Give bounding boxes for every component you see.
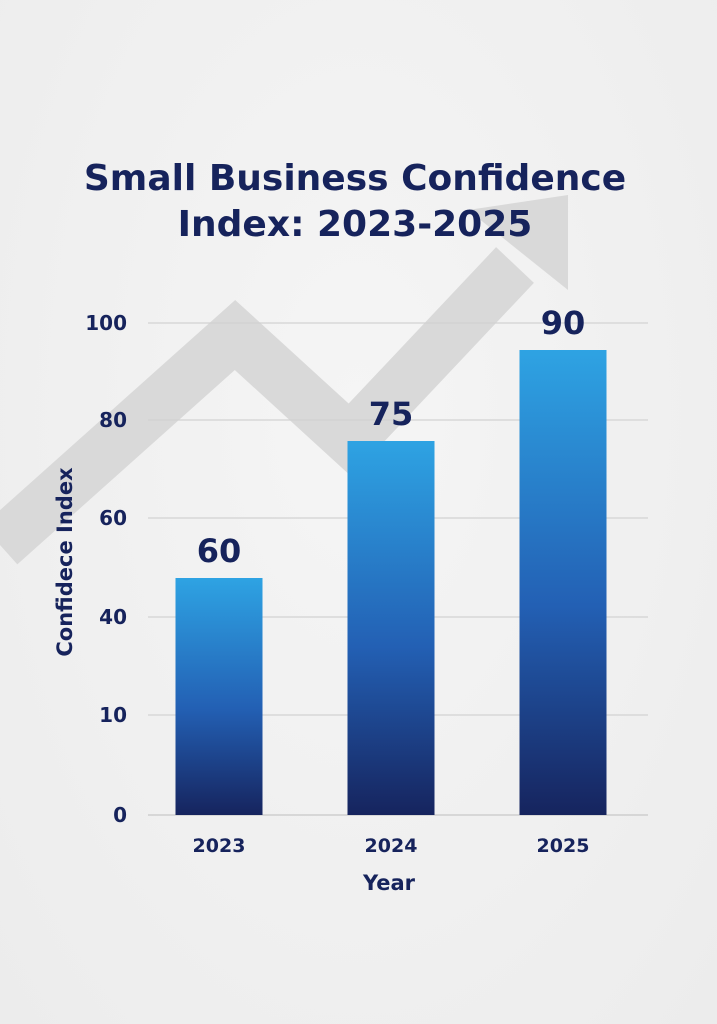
y-tick-label: 10 — [99, 703, 127, 727]
bar-2023 — [175, 578, 263, 815]
y-axis-ticks: 0 10 40 60 80 100 — [85, 311, 127, 827]
bar-2024 — [347, 441, 435, 815]
y-tick-label: 100 — [85, 311, 127, 335]
y-tick-label: 0 — [113, 803, 127, 827]
trend-arrow-shaft — [0, 247, 534, 565]
bars — [175, 350, 607, 815]
data-labels: 60 75 90 — [197, 304, 586, 570]
chart-title-line-1: Small Business Confidence — [84, 158, 626, 199]
x-tick-label-2025: 2025 — [537, 835, 590, 857]
trend-arrow-decoration — [0, 195, 568, 565]
x-tick-label-2023: 2023 — [193, 835, 246, 857]
bar-2025 — [519, 350, 607, 815]
y-tick-label: 40 — [99, 605, 127, 629]
data-label-2023: 60 — [197, 532, 242, 570]
data-label-2024: 75 — [369, 395, 414, 433]
y-tick-label: 60 — [99, 506, 127, 530]
chart-title-line-2: Index: 2023-2025 — [178, 204, 533, 245]
data-label-2025: 90 — [541, 304, 586, 342]
x-axis-ticks: 2023 2024 2025 — [193, 835, 590, 857]
y-axis-label: Confidece Index — [53, 467, 77, 657]
y-tick-label: 80 — [99, 408, 127, 432]
x-axis-label: Year — [362, 871, 416, 895]
trend-arrow-head — [468, 195, 568, 290]
x-tick-label-2024: 2024 — [365, 835, 418, 857]
